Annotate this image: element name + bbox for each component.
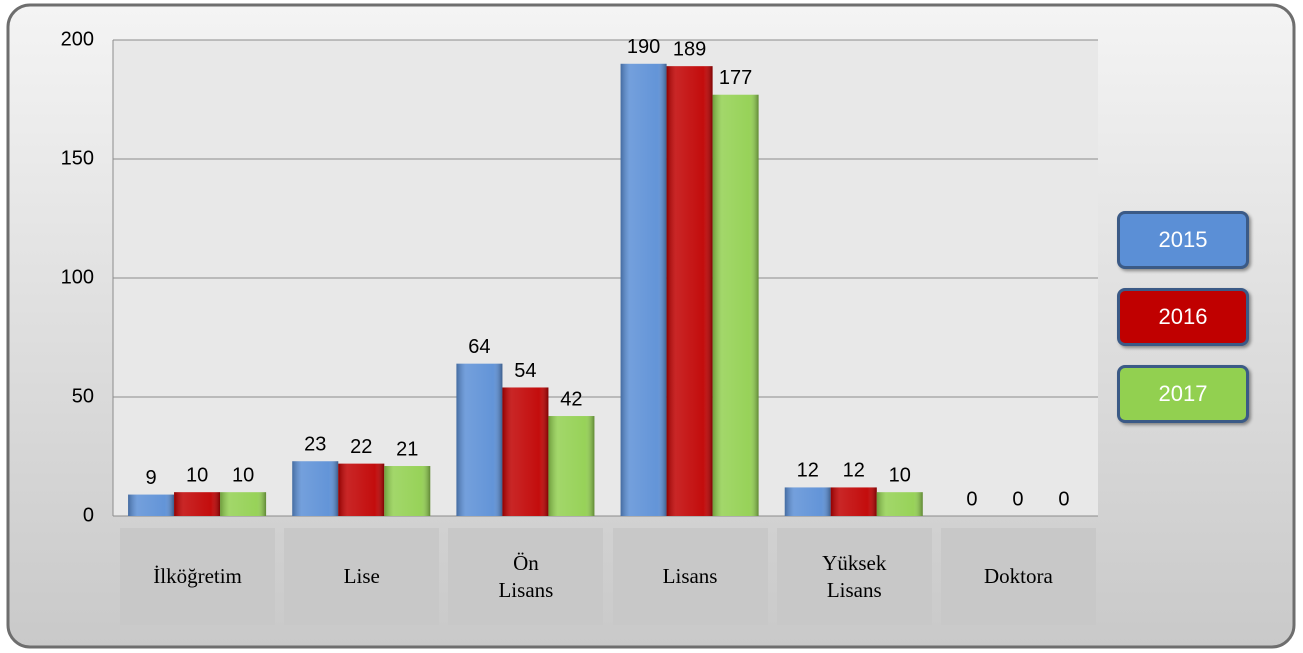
bar bbox=[712, 94, 759, 517]
bar bbox=[876, 492, 923, 516]
data-label: 190 bbox=[627, 36, 660, 58]
bar bbox=[502, 387, 549, 516]
y-tick-label: 150 bbox=[61, 147, 94, 169]
bar bbox=[620, 63, 667, 517]
x-tick-label-text: Lise bbox=[343, 564, 380, 589]
data-label: 189 bbox=[673, 38, 706, 60]
x-tick-label-text: Lisans bbox=[662, 564, 718, 589]
data-label: 0 bbox=[1058, 488, 1069, 510]
bar bbox=[384, 466, 431, 516]
legend-item-text: 2017 bbox=[1117, 365, 1249, 423]
data-label: 23 bbox=[304, 434, 326, 456]
x-tick-label: Lise bbox=[284, 528, 440, 625]
x-tick-label: Lisans bbox=[612, 528, 768, 625]
data-label: 10 bbox=[232, 464, 254, 486]
bar bbox=[784, 487, 831, 516]
x-tick-label: İlköğretim bbox=[120, 528, 276, 625]
x-tick-label: Doktora bbox=[940, 528, 1096, 625]
data-label: 22 bbox=[350, 436, 372, 458]
bar bbox=[292, 461, 339, 516]
x-tick-label-text: Doktora bbox=[983, 564, 1053, 589]
data-label: 177 bbox=[719, 67, 752, 89]
data-label: 64 bbox=[468, 336, 490, 358]
data-label: 10 bbox=[186, 464, 208, 486]
data-label: 12 bbox=[797, 460, 819, 482]
data-label: 21 bbox=[396, 438, 418, 460]
bar bbox=[666, 66, 713, 517]
bar bbox=[456, 363, 503, 516]
bar bbox=[830, 487, 877, 516]
data-label: 0 bbox=[966, 488, 977, 510]
x-tick-label-text: Yüksek Lisans bbox=[822, 551, 887, 602]
data-label: 12 bbox=[843, 460, 865, 482]
legend-item-text: 2015 bbox=[1117, 211, 1249, 269]
x-tick-label: Yüksek Lisans bbox=[776, 528, 932, 625]
data-label: 10 bbox=[889, 464, 911, 486]
x-tick-label-text: Ön Lisans bbox=[498, 551, 554, 602]
data-label: 0 bbox=[1012, 488, 1023, 510]
legend-item-text: 2016 bbox=[1117, 288, 1249, 346]
x-tick-label: Ön Lisans bbox=[448, 528, 604, 625]
y-tick-label: 100 bbox=[61, 266, 94, 288]
bar bbox=[548, 416, 595, 516]
x-tick-label-text: İlköğretim bbox=[153, 564, 242, 589]
y-tick-label: 200 bbox=[61, 28, 94, 50]
bar bbox=[128, 494, 175, 516]
data-label: 54 bbox=[514, 360, 536, 382]
bar bbox=[174, 492, 221, 516]
bar bbox=[338, 463, 385, 516]
data-label: 42 bbox=[560, 388, 582, 410]
bar bbox=[220, 492, 267, 516]
data-label: 9 bbox=[146, 467, 157, 489]
y-tick-label: 50 bbox=[72, 385, 94, 407]
y-tick-label: 0 bbox=[83, 504, 94, 526]
